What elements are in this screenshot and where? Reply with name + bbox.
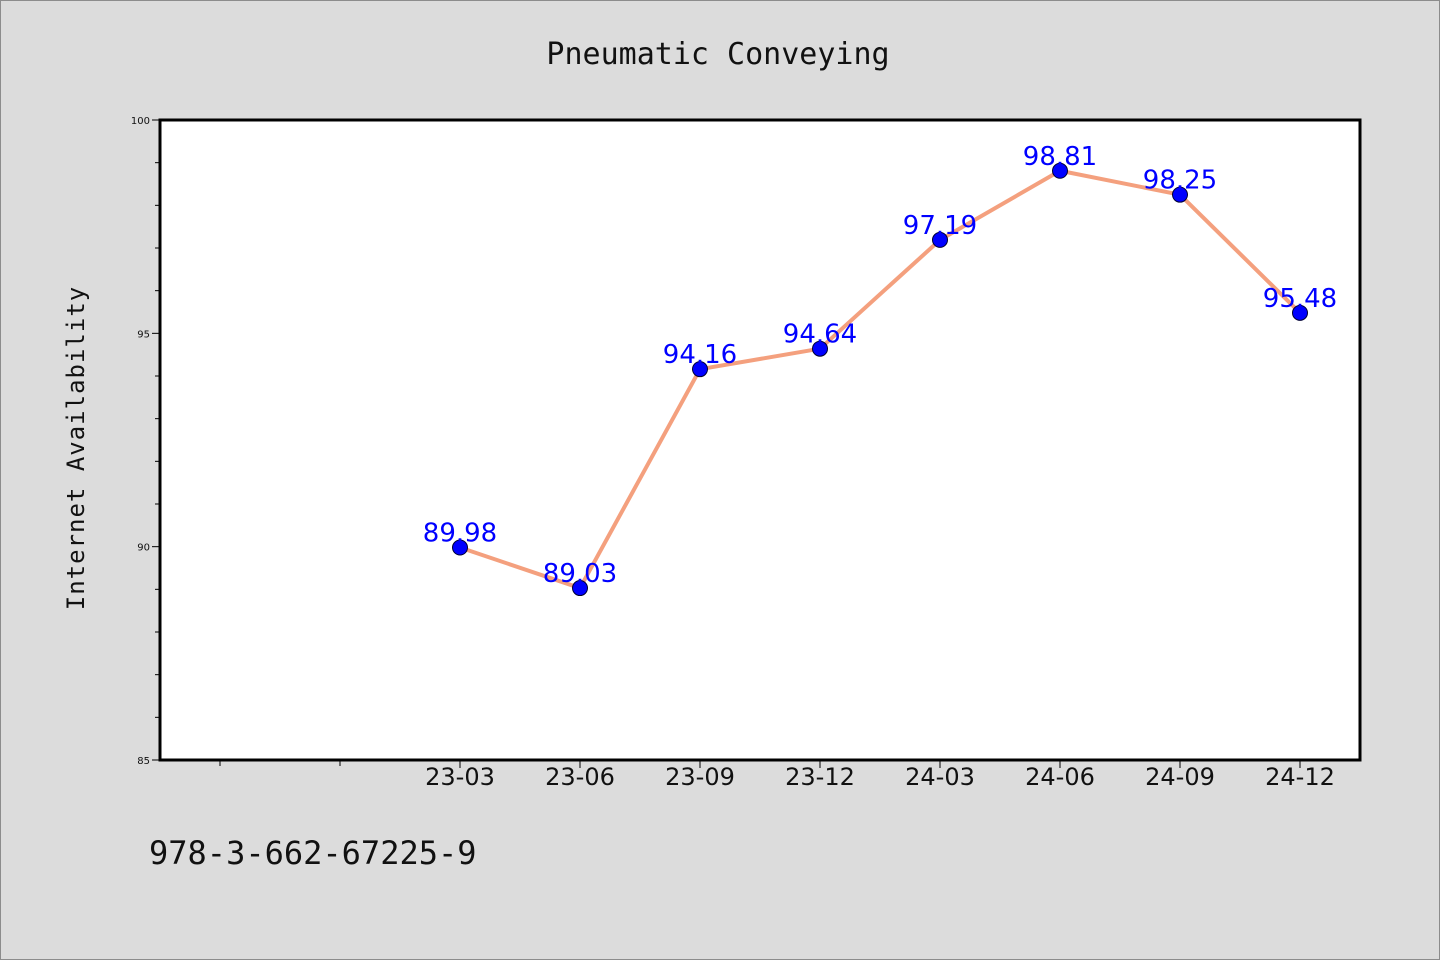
x-tick-label: 23-12: [785, 763, 855, 791]
plot-area: [158, 118, 1362, 762]
data-label: 98.81: [1023, 142, 1097, 172]
data-point: [452, 539, 468, 556]
data-point: [692, 361, 708, 378]
y-tick-label: 95: [137, 329, 150, 340]
data-point: [1172, 186, 1188, 203]
data-point: [812, 340, 828, 357]
y-tick-label: 90: [137, 543, 150, 554]
data-labels: 89.98 89.03 94.16 94.64 97.19 98.81 98.25 95.48: [423, 142, 1337, 589]
data-markers: [452, 162, 1308, 597]
data-point: [572, 580, 588, 597]
data-label: 98.25: [1143, 166, 1217, 196]
x-tick-label: 24-03: [905, 763, 975, 791]
data-label: 89.03: [543, 559, 617, 589]
x-tick-label: 23-03: [425, 763, 495, 791]
data-label: 94.64: [783, 320, 857, 350]
data-label: 89.98: [423, 519, 497, 549]
data-label: 97.19: [903, 211, 977, 241]
y-tick-label: 85: [137, 756, 150, 767]
footer-isbn-text: 978-3-662-67225-9: [149, 834, 477, 872]
data-point: [1292, 304, 1308, 321]
data-point: [932, 231, 948, 248]
data-label: 94.16: [663, 340, 737, 370]
y-tick-label: 100: [131, 116, 150, 127]
series-line: [458, 168, 1302, 591]
x-tick-label: 24-06: [1025, 763, 1095, 791]
y-axis-label: Internet Availability: [62, 286, 90, 610]
x-tick-label: 24-09: [1145, 763, 1215, 791]
data-point: [1052, 162, 1068, 179]
chart-title: Pneumatic Conveying: [546, 37, 889, 72]
axis-ticks: 85 90 95 100 23-03 23-06 23-09 23-12 24-03 24-06 2…: [131, 116, 1335, 791]
x-tick-label: 23-06: [545, 763, 615, 791]
data-label: 95.48: [1263, 284, 1337, 314]
series-line-group: [458, 168, 1302, 591]
x-tick-label: 24-12: [1265, 763, 1335, 791]
x-tick-label: 23-09: [665, 763, 735, 791]
